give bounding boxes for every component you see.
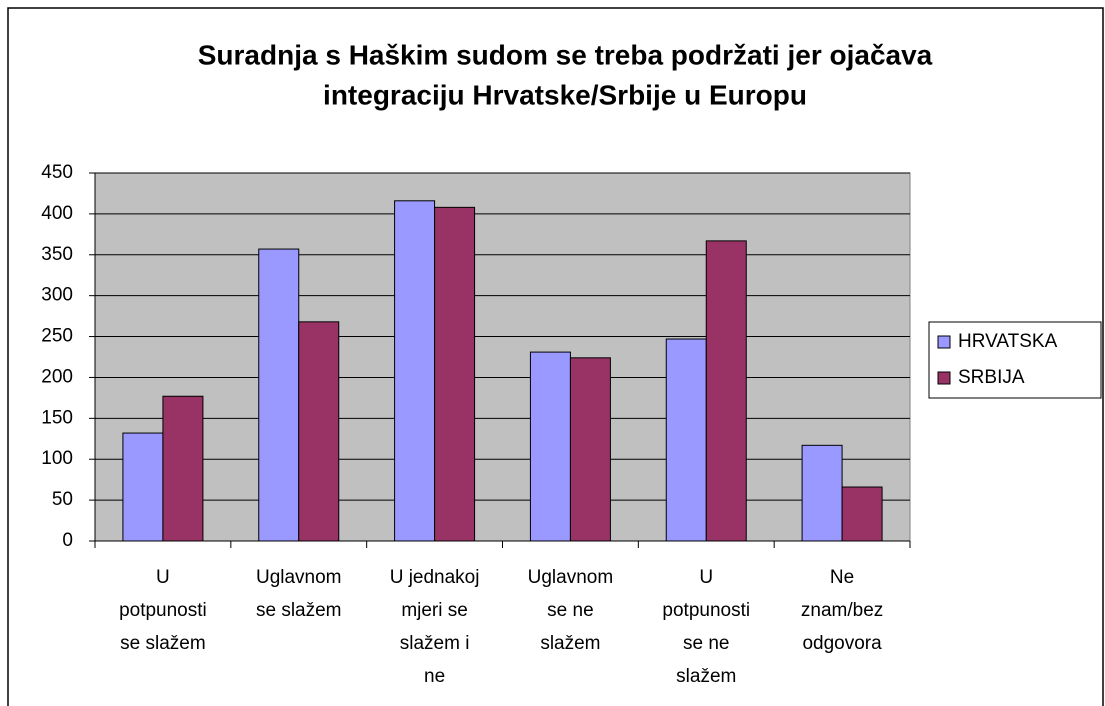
- plot-area: [94, 172, 911, 542]
- bar: [298, 321, 340, 542]
- y-tick-label: 300: [41, 285, 73, 306]
- x-tick-label: se slažem: [256, 600, 342, 621]
- x-tick-label: se ne: [547, 600, 593, 621]
- x-tick-label: potpunosti: [119, 600, 207, 621]
- y-tick-label: 150: [41, 407, 73, 428]
- legend-box: [928, 321, 1102, 399]
- y-tick-label: 450: [41, 162, 73, 183]
- y-tick-label: 400: [41, 203, 73, 224]
- bar: [665, 338, 707, 542]
- legend-label: HRVATSKA: [958, 331, 1058, 352]
- bar: [569, 357, 611, 542]
- bar: [162, 395, 204, 542]
- bar: [801, 444, 843, 542]
- chart-title: integraciju Hrvatske/Srbije u Europu: [323, 79, 807, 110]
- y-tick-label: 100: [41, 448, 73, 469]
- x-tick-label: odgovora: [802, 633, 882, 654]
- x-tick-label: U jednakoj: [390, 567, 480, 588]
- bar: [258, 248, 300, 542]
- bar: [394, 200, 436, 542]
- x-tick-label: slažem: [676, 666, 736, 687]
- y-tick-label: 0: [62, 530, 73, 551]
- legend-label: SRBIJA: [958, 367, 1025, 388]
- y-tick-label: 250: [41, 326, 73, 347]
- legend-swatch: [937, 335, 951, 349]
- x-tick-label: znam/bez: [801, 600, 883, 621]
- x-tick-label: se ne: [683, 633, 729, 654]
- y-tick-label: 200: [41, 366, 73, 387]
- x-tick-label: potpunosti: [662, 600, 750, 621]
- x-tick-label: ne: [424, 666, 445, 687]
- x-tick-label: U: [699, 567, 713, 588]
- chart-title: Suradnja s Haškim sudom se treba podržat…: [198, 39, 933, 70]
- x-tick-label: Ne: [830, 567, 854, 588]
- bar: [529, 351, 571, 542]
- x-tick-label: slažem i: [400, 633, 470, 654]
- x-tick-label: mjeri se: [401, 600, 468, 621]
- bar: [434, 206, 476, 542]
- bar: [705, 240, 747, 542]
- bar: [122, 432, 164, 542]
- x-tick-label: se slažem: [120, 633, 206, 654]
- x-tick-label: U: [156, 567, 170, 588]
- x-tick-label: Uglavnom: [528, 567, 614, 588]
- y-tick-label: 50: [52, 489, 73, 510]
- legend-swatch: [937, 371, 951, 385]
- y-tick-label: 350: [41, 244, 73, 265]
- bar: [841, 486, 883, 542]
- x-tick-label: slažem: [540, 633, 600, 654]
- x-tick-label: Uglavnom: [256, 567, 342, 588]
